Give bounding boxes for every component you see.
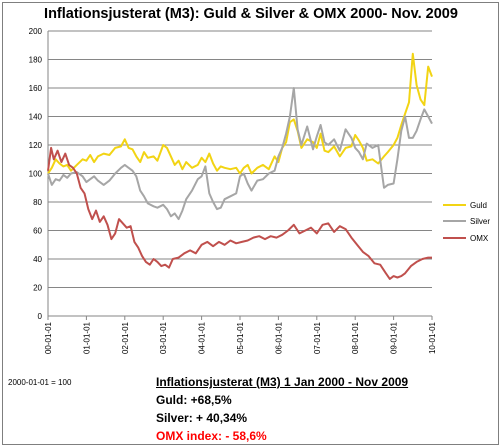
chart-title: Inflationsjusterat (M3): Guld & Silver &…: [44, 6, 458, 22]
x-tick-label: 07-01-01: [313, 321, 322, 354]
x-tick-label: 03-01-01: [159, 321, 168, 354]
x-tick-label: 05-01-01: [236, 321, 245, 354]
chart-frame: [2, 2, 499, 445]
y-tick-label: 80: [33, 198, 42, 207]
y-tick-label: 200: [29, 27, 43, 36]
summary-title: Inflationsjusterat (M3) 1 Jan 2000 - Nov…: [156, 375, 409, 389]
legend-label-omx: OMX: [470, 234, 489, 243]
summary-guld: Guld: +68,5%: [156, 393, 232, 407]
y-tick-label: 160: [29, 84, 43, 93]
summary-omx: OMX index: - 58,6%: [156, 429, 267, 443]
series-line-guld: [47, 52, 433, 175]
legend-label-guld: Guld: [470, 201, 487, 210]
gridlines: [48, 30, 432, 288]
x-tick-label: 08-01-01: [351, 321, 360, 354]
series-lines: [47, 52, 433, 280]
legend-label-silver: Silver: [470, 217, 490, 226]
legend: Guld Silver OMX: [443, 201, 490, 243]
x-tick-label: 00-01-01: [44, 321, 53, 354]
y-tick-label: 100: [29, 170, 43, 179]
y-tick-label: 60: [33, 227, 42, 236]
series-line-silver: [47, 87, 433, 221]
x-tick-label: 04-01-01: [198, 321, 207, 354]
y-tick-label: 140: [29, 113, 43, 122]
summary-silver: Silver: + 40,34%: [156, 411, 248, 425]
x-tick-label: 06-01-01: [274, 321, 283, 354]
x-tick-label: 10-01-01: [428, 321, 437, 354]
x-tick-label: 02-01-01: [121, 321, 130, 354]
y-tick-label: 40: [33, 255, 42, 264]
base-note: 2000-01-01 = 100: [8, 378, 72, 387]
series-line-omx: [47, 146, 432, 280]
summary-box: Inflationsjusterat (M3) 1 Jan 2000 - Nov…: [156, 373, 408, 445]
y-tick-label: 180: [29, 56, 43, 65]
x-tick-label: 01-01-01: [82, 321, 91, 354]
y-tick-label: 0: [38, 312, 43, 321]
y-tick-label: 20: [33, 284, 42, 293]
y-tick-label: 120: [29, 141, 43, 150]
x-tick-label: 09-01-01: [390, 321, 399, 354]
y-tick-labels: 0 20 40 60 80 100 120 140 160 180 200: [29, 27, 43, 321]
x-tick-labels: 00-01-01 01-01-01 02-01-01 03-01-01 04-01-01…: [44, 321, 437, 354]
